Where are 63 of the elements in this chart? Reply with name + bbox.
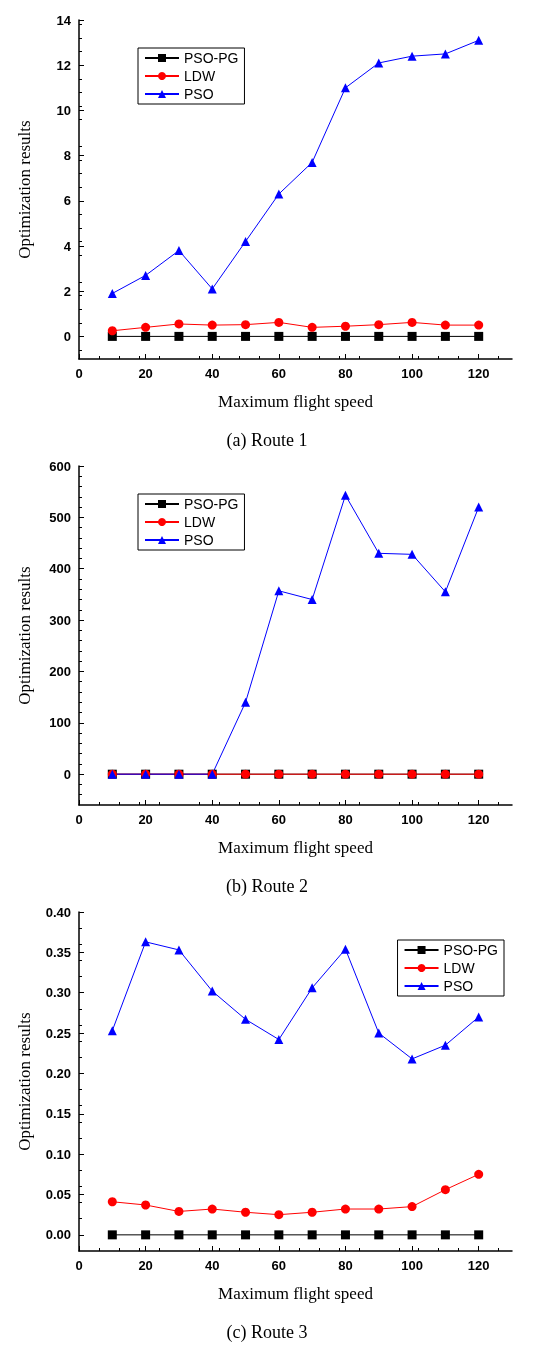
- legend-label: LDW: [184, 68, 216, 84]
- x-tick-label: 120: [467, 812, 490, 827]
- legend-label: LDW: [443, 960, 476, 976]
- y-tick-label: 6: [63, 193, 71, 209]
- y-tick-label: 300: [49, 612, 71, 628]
- legend-label: PSO: [184, 86, 214, 102]
- x-tick-label: 80: [338, 812, 353, 827]
- x-tick-label: 100: [401, 812, 423, 827]
- y-tick-label: 500: [49, 509, 71, 525]
- x-axis-title: Maximum flight speed: [218, 392, 374, 411]
- x-axis-title: Maximum flight speed: [218, 1284, 374, 1303]
- x-tick-label: 40: [205, 1258, 220, 1273]
- x-tick-label: 0: [75, 1258, 83, 1273]
- x-tick-label: 120: [467, 366, 490, 381]
- text: (c) Route 3: [226, 1322, 308, 1343]
- y-tick-label: 0.20: [45, 1065, 71, 1081]
- y-tick-label: 200: [49, 663, 71, 679]
- x-tick-label: 20: [138, 1258, 153, 1273]
- y-tick-label: 0.35: [45, 944, 71, 960]
- y-axis-title: Optimization results: [15, 566, 34, 705]
- y-tick-label: 2: [63, 283, 71, 299]
- text: (a) Route 1: [226, 430, 308, 451]
- legend-label: LDW: [184, 514, 216, 530]
- y-tick-label: 0.30: [45, 985, 71, 1001]
- y-tick-label: 0: [63, 328, 71, 344]
- y-tick-label: 10: [56, 102, 71, 118]
- y-tick-label: 600: [49, 458, 71, 474]
- y-tick-label: 4: [63, 238, 72, 254]
- x-tick-label: 40: [205, 366, 220, 381]
- x-tick-label: 40: [205, 812, 220, 827]
- x-tick-label: 120: [467, 1258, 490, 1273]
- x-tick-label: 100: [401, 366, 423, 381]
- legend-label: PSO-PG: [443, 942, 499, 958]
- y-tick-label: 100: [49, 715, 71, 731]
- y-axis-title: Optimization results: [15, 120, 34, 259]
- x-tick-label: 100: [401, 1258, 423, 1273]
- y-tick-label: 8: [63, 148, 71, 164]
- y-tick-label: 0: [63, 766, 71, 782]
- x-tick-label: 20: [138, 366, 153, 381]
- y-axis-title: Optimization results: [15, 1012, 34, 1151]
- y-tick-label: 0.15: [45, 1106, 71, 1122]
- x-tick-label: 60: [271, 812, 287, 827]
- legend-label: PSO: [184, 532, 214, 548]
- text: (b) Route 2: [226, 876, 308, 897]
- y-tick-label: 12: [56, 57, 71, 73]
- y-tick-label: 0.10: [45, 1146, 71, 1162]
- y-tick-label: 0.40: [45, 904, 71, 920]
- x-tick-label: 80: [338, 366, 353, 381]
- y-tick-label: 400: [49, 561, 71, 577]
- legend-label: PSO-PG: [184, 50, 239, 66]
- x-axis-title: Maximum flight speed: [218, 838, 374, 857]
- x-tick-label: 20: [138, 812, 153, 827]
- x-tick-label: 80: [338, 1258, 353, 1273]
- y-tick-label: 14: [56, 12, 72, 28]
- y-tick-label: 0.00: [45, 1227, 71, 1243]
- x-tick-label: 0: [75, 366, 83, 381]
- y-tick-label: 0.05: [45, 1187, 71, 1202]
- x-tick-label: 0: [75, 812, 83, 827]
- x-tick-label: 60: [271, 366, 287, 381]
- legend-label: PSO: [443, 978, 474, 994]
- legend-label: PSO-PG: [184, 496, 239, 512]
- y-tick-label: 0.25: [45, 1025, 71, 1041]
- x-tick-label: 60: [271, 1258, 287, 1273]
